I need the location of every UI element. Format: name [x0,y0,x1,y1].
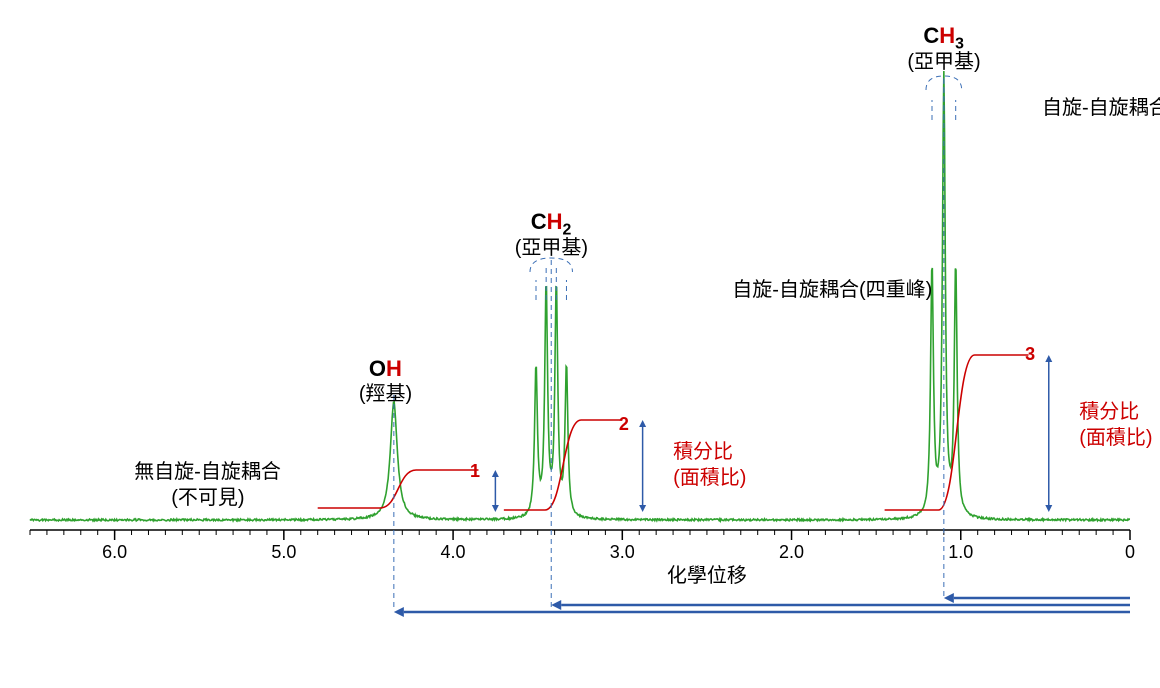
oh-sub: (羥基) [359,382,412,407]
svg-text:1: 1 [470,461,480,481]
svg-text:5.0: 5.0 [271,542,296,562]
svg-text:2.0: 2.0 [779,542,804,562]
ch3-sub: (亞甲基) [907,50,980,75]
oh-note1: 無自旋-自旋耦合 [134,460,281,485]
ratio1b: (面積比) [673,466,746,491]
svg-text:3: 3 [1025,344,1035,364]
nmr-diagram: 0 1.0 2.0 3.0 4.0 5.0 6.0 化學位移 1 2 3 OH(羥基) 無自旋-自旋耦… [0,0,1160,688]
ratio1a: 積分比 [673,440,733,465]
ratio2a: 積分比 [1079,400,1139,425]
svg-text:1.0: 1.0 [948,542,973,562]
oh-note2: (不可見) [171,486,244,511]
svg-text:3.0: 3.0 [610,542,635,562]
ratio2b: (面積比) [1079,426,1152,451]
ch2-spin: 自旋-自旋耦合(四重峰) [732,278,932,303]
svg-text:0: 0 [1125,542,1135,562]
oh-title: OH [369,355,402,383]
spectrum-svg: 0 1.0 2.0 3.0 4.0 5.0 6.0 化學位移 1 2 3 [0,0,1160,688]
svg-text:化學位移: 化學位移 [667,564,747,587]
ch2-sub: (亞甲基) [515,236,588,261]
svg-text:4.0: 4.0 [441,542,466,562]
svg-text:6.0: 6.0 [102,542,127,562]
ch3-spin: 自旋-自旋耦合(三重峰) [1042,96,1160,121]
svg-text:2: 2 [619,414,629,434]
